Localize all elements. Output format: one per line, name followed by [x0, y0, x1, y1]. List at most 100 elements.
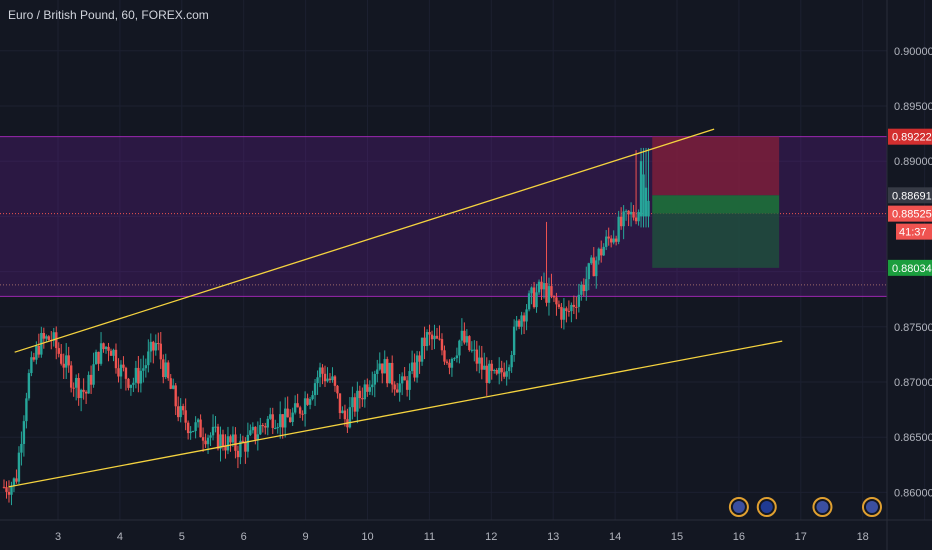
candle-body: [79, 389, 83, 399]
x-tick-label: 13: [547, 531, 559, 543]
candle-body: [313, 383, 317, 396]
candle-body: [433, 335, 436, 340]
candle-body: [473, 349, 476, 351]
candle-body: [206, 437, 210, 445]
candle-body: [495, 369, 498, 374]
candle-body: [137, 367, 140, 384]
candle-body: [152, 341, 155, 351]
candle-body: [545, 283, 548, 303]
candle-body: [410, 362, 414, 372]
candle-body: [191, 431, 195, 433]
y-tick-label: 0.90000: [894, 46, 932, 58]
candle-body: [341, 410, 344, 414]
candle-body: [214, 426, 217, 428]
candle-body: [236, 450, 240, 458]
candle-body: [169, 378, 172, 389]
candle-body: [271, 414, 274, 428]
candle-body: [82, 389, 85, 392]
candle-body: [468, 336, 471, 351]
candle-body: [592, 257, 595, 277]
candle-body: [94, 351, 98, 365]
event-markers[interactable]: [728, 497, 882, 517]
candle-body: [142, 368, 145, 371]
candle-body: [129, 384, 133, 388]
candle-body: [72, 387, 75, 389]
candle-body: [488, 363, 491, 383]
candle-body: [455, 355, 459, 359]
y-tick-label: 0.86000: [894, 487, 932, 499]
take-profit-zone: [652, 213, 780, 268]
candle-body: [92, 364, 95, 385]
candle-body: [35, 345, 38, 360]
candle-body: [269, 414, 272, 419]
candle-body: [306, 398, 309, 405]
candle-body: [480, 357, 483, 370]
candle-body: [391, 362, 394, 385]
candle-body: [612, 238, 615, 243]
x-tick-label: 6: [241, 531, 247, 543]
candle-body: [338, 393, 342, 414]
candle-body: [552, 295, 556, 298]
candle-body: [542, 283, 546, 290]
candle-body: [144, 365, 148, 369]
x-tick-label: 15: [671, 531, 683, 543]
candle-body: [470, 349, 474, 351]
candle-body: [104, 346, 108, 350]
candle-body: [69, 365, 73, 388]
x-tick-label: 14: [609, 531, 621, 543]
candle-body: [57, 348, 60, 354]
candle-body: [159, 343, 162, 360]
candle-body: [114, 349, 118, 369]
candle-body: [522, 315, 526, 322]
candle-body: [84, 391, 88, 394]
candle-body: [405, 380, 409, 390]
lower-trendline[interactable]: [8, 340, 783, 488]
candle-body: [624, 210, 628, 212]
candle-body: [550, 286, 553, 296]
candle-body: [204, 440, 207, 445]
candle-body: [425, 332, 429, 347]
candle-body: [475, 349, 479, 364]
candle-body: [301, 413, 304, 415]
candle-body: [211, 426, 215, 436]
candle-body: [617, 216, 620, 242]
candle-body: [241, 440, 245, 443]
candle-body: [109, 350, 113, 356]
candle-body: [316, 377, 319, 384]
candle-body: [32, 357, 36, 360]
candle-body: [124, 367, 128, 379]
candle-body: [515, 320, 518, 327]
candle-body: [428, 332, 431, 335]
candle-body: [463, 330, 466, 343]
trendlines[interactable]: [8, 128, 783, 488]
upper-trendline[interactable]: [14, 128, 715, 353]
candle-body: [634, 217, 638, 222]
price-tag-current: 0.88691: [892, 190, 932, 202]
candle-body: [602, 246, 605, 256]
candle-body: [458, 340, 461, 356]
candle-body: [520, 315, 523, 327]
candle-body: [89, 374, 93, 385]
candle-body: [577, 294, 581, 307]
candle-body: [149, 341, 153, 352]
candle-body: [572, 304, 576, 307]
candle-body: [134, 367, 138, 383]
candle-body: [181, 406, 185, 411]
candle-body: [276, 427, 279, 429]
candle-body: [20, 443, 23, 453]
candle-body: [525, 309, 528, 322]
candle-body: [286, 408, 289, 418]
candle-body: [331, 376, 334, 381]
candle-body: [251, 426, 255, 431]
candle-body: [368, 387, 372, 392]
candle-body: [254, 426, 257, 440]
candle-body: [336, 385, 339, 394]
candle-body: [231, 434, 235, 443]
position-tool[interactable]: [652, 136, 780, 268]
candle-body: [597, 248, 600, 261]
candle-body: [376, 369, 379, 374]
candle-body: [415, 355, 419, 378]
candle-body: [358, 390, 362, 399]
candle-body: [224, 446, 227, 451]
